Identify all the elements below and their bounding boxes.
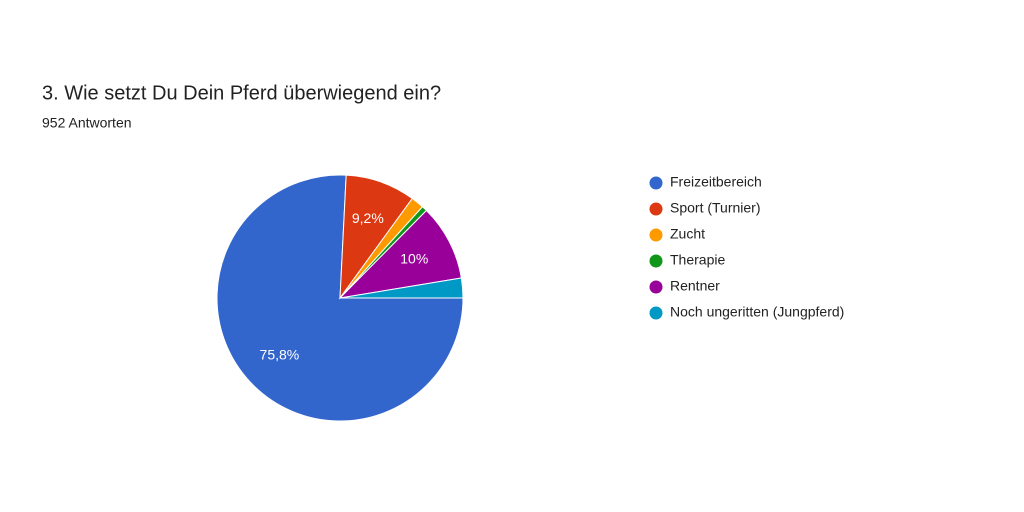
legend-label: Sport (Turnier) [670, 200, 761, 216]
pie-slice [339, 277, 464, 299]
chart-subtitle: 952 Antworten [42, 115, 132, 131]
data-label: 10% [400, 250, 428, 266]
legend-label: Rentner [670, 278, 720, 294]
pie-slice [338, 209, 462, 299]
legend-label: Freizeitbereich [670, 174, 762, 190]
legend-marker [649, 306, 663, 320]
legend-label: Noch ungeritten (Jungpferd) [670, 304, 844, 320]
legend-marker [649, 228, 663, 242]
legend-marker [649, 280, 663, 294]
legend-marker [649, 202, 663, 216]
data-label: 9,2% [352, 210, 384, 226]
legend-marker [649, 176, 663, 190]
data-label: 75,8% [260, 346, 300, 362]
legend-marker [649, 254, 663, 268]
legend-label: Therapie [670, 252, 725, 268]
chart-title: 3. Wie setzt Du Dein Pferd überwiegend e… [42, 82, 441, 104]
legend-label: Zucht [670, 226, 705, 242]
